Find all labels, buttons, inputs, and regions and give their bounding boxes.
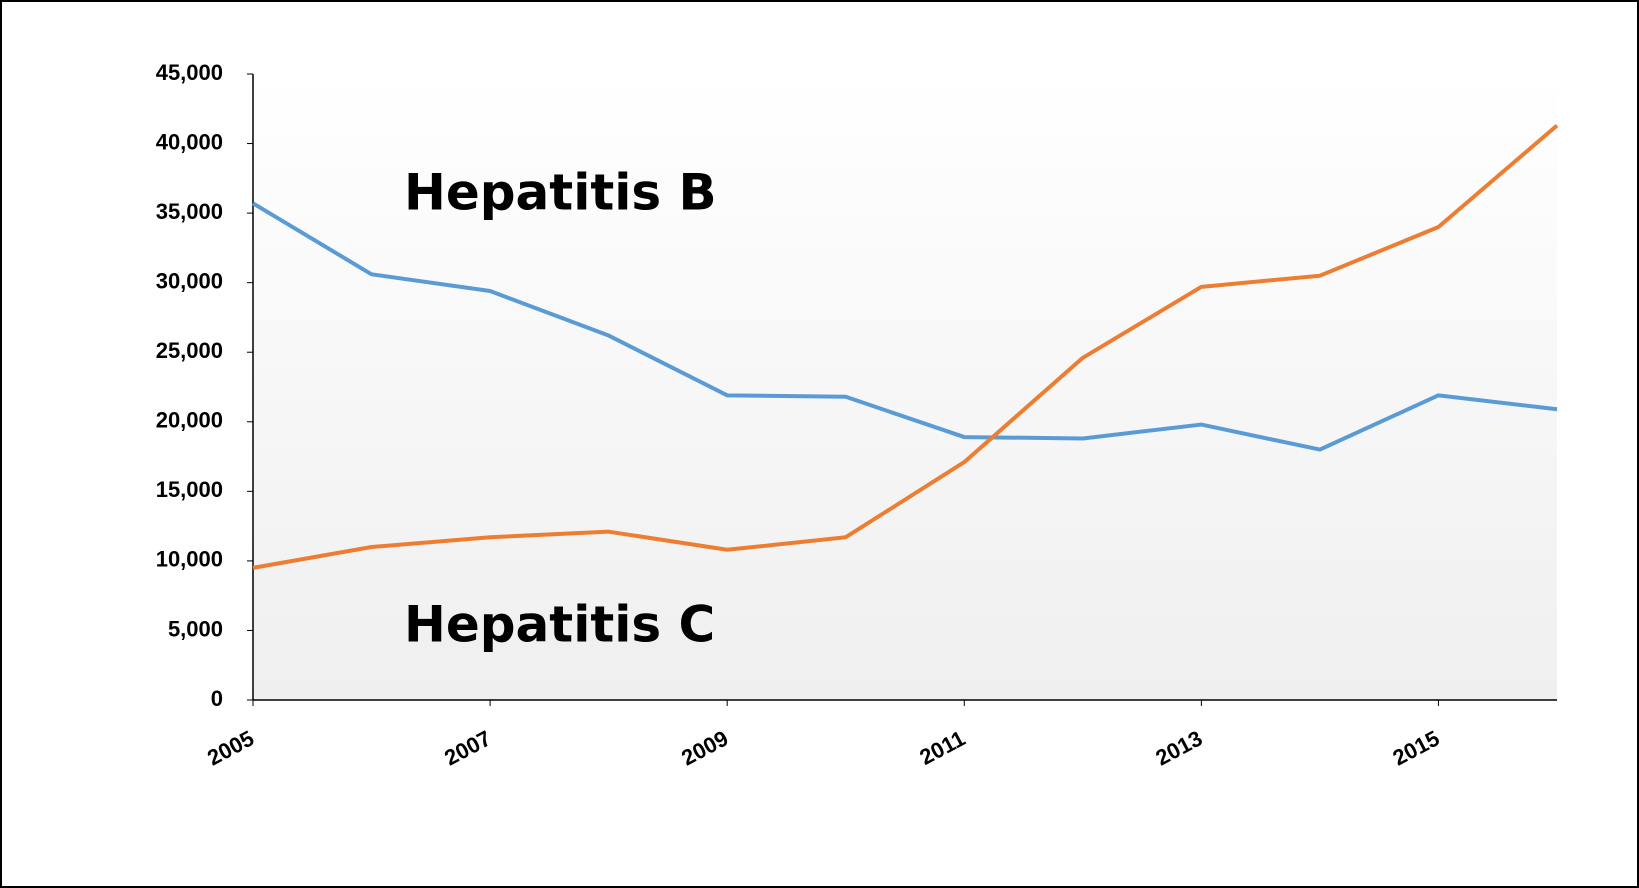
x-tick-label: 2015 <box>1389 725 1444 770</box>
x-tick-label: 2009 <box>677 725 732 770</box>
series-label: Hepatitis C <box>404 596 715 654</box>
y-tick-label: 10,000 <box>156 547 223 572</box>
series-line <box>252 123 1559 570</box>
plot-area <box>253 74 1557 700</box>
x-tick-label: 2013 <box>1151 725 1206 770</box>
x-tick-label: 2011 <box>915 725 969 769</box>
y-tick-label: 25,000 <box>156 338 223 363</box>
y-tick-label: 5,000 <box>168 616 223 641</box>
y-tick-label: 40,000 <box>156 129 223 154</box>
series-line <box>251 201 1558 452</box>
x-tick-label: 2005 <box>203 725 258 770</box>
y-tick-label: 15,000 <box>156 477 223 502</box>
series-label: Hepatitis B <box>404 164 717 222</box>
x-tick-label: 2007 <box>440 725 495 770</box>
y-tick-label: 35,000 <box>156 199 223 224</box>
y-tick-label: 20,000 <box>156 408 223 433</box>
y-tick-label: 30,000 <box>156 268 223 293</box>
y-tick-label: 0 <box>211 686 223 711</box>
y-tick-label: 45,000 <box>156 60 223 85</box>
